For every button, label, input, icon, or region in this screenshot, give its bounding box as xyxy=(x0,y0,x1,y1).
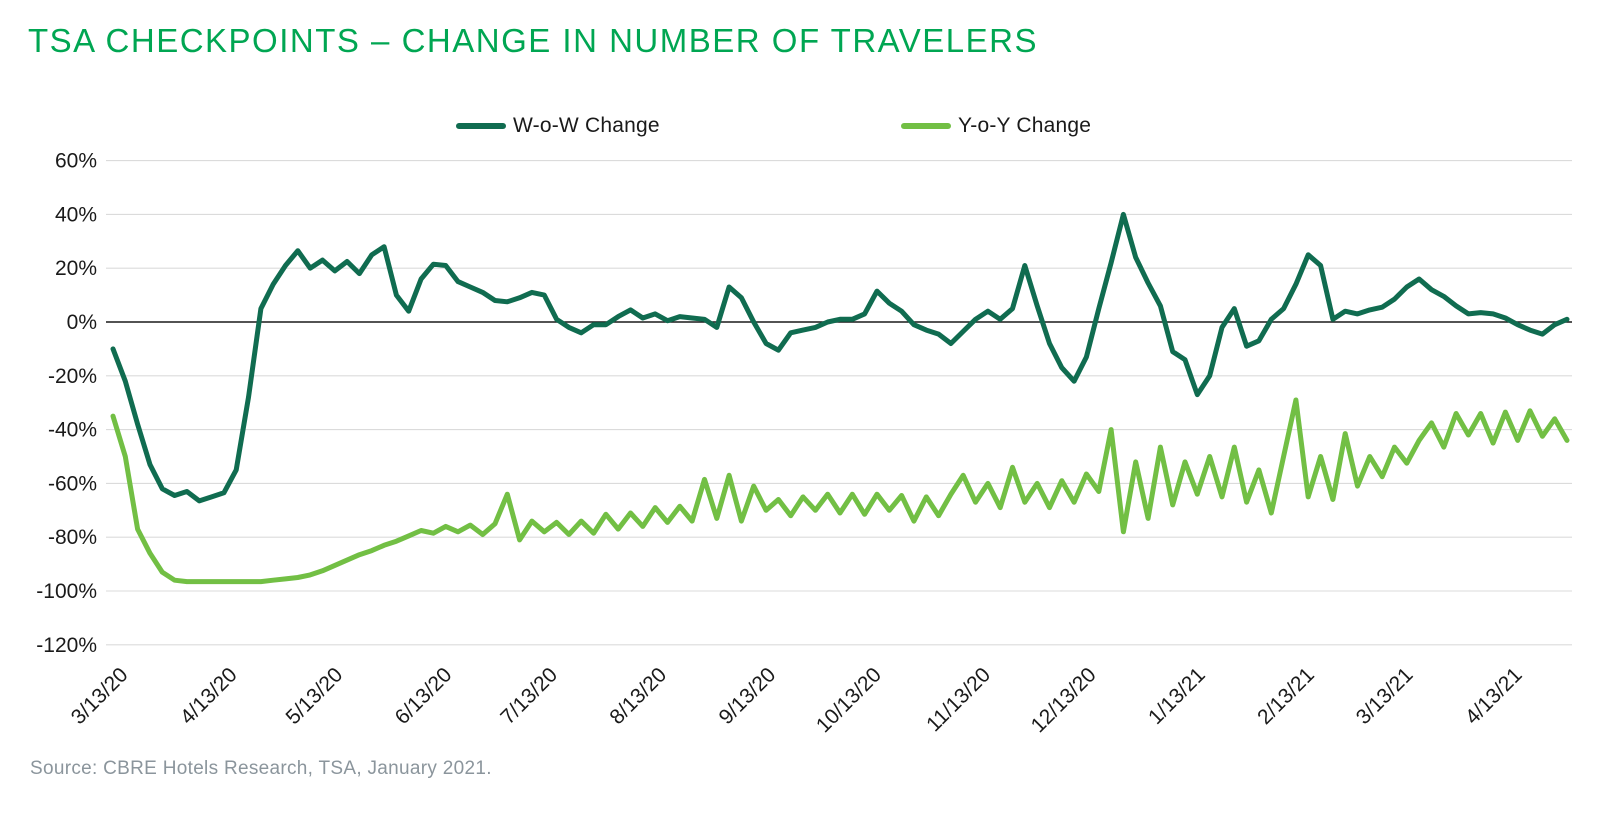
chart-title: TSA CHECKPOINTS – CHANGE IN NUMBER OF TR… xyxy=(28,22,1038,59)
y-tick-label: -60% xyxy=(48,472,97,495)
legend-item-wow: W-o-W Change xyxy=(456,113,660,139)
x-tick-label: 5/13/20 xyxy=(281,663,347,729)
y-tick-label: -100% xyxy=(36,580,97,603)
y-tick-label: -20% xyxy=(48,365,97,388)
x-tick-label: 9/13/20 xyxy=(715,663,781,729)
y-tick-label: 60% xyxy=(55,150,97,173)
x-tick-label: 7/13/20 xyxy=(496,663,562,729)
x-tick-label: 3/13/21 xyxy=(1352,663,1418,729)
y-tick-label: 20% xyxy=(55,257,97,280)
y-tick-label: 0% xyxy=(67,311,97,334)
wow-legend-swatch-icon xyxy=(456,123,506,129)
y-tick-label: -80% xyxy=(48,526,97,549)
y-tick-label: -40% xyxy=(48,419,97,442)
wow-legend-label: W-o-W Change xyxy=(513,114,660,137)
y-tick-label: -120% xyxy=(36,634,97,657)
x-tick-label: 11/13/20 xyxy=(922,663,995,736)
x-tick-label: 12/13/20 xyxy=(1027,663,1101,737)
x-tick-label: 4/13/20 xyxy=(176,663,242,729)
yoy-legend-label: Y-o-Y Change xyxy=(958,114,1092,137)
x-tick-label: 3/13/20 xyxy=(67,663,133,729)
yoy-change-line xyxy=(110,397,1570,585)
x-tick-label: 10/13/20 xyxy=(812,663,886,737)
source-note: Source: CBRE Hotels Research, TSA, Janua… xyxy=(30,758,492,779)
x-tick-label: 6/13/20 xyxy=(391,663,457,729)
x-tick-label: 4/13/21 xyxy=(1461,663,1527,729)
legend-item-yoy: Y-o-Y Change xyxy=(901,113,1091,139)
x-tick-label: 8/13/20 xyxy=(605,663,671,729)
y-tick-label: 40% xyxy=(55,203,97,226)
x-tick-label: 1/13/21 xyxy=(1144,663,1210,729)
yoy-legend-swatch-icon xyxy=(901,123,951,129)
wow-change-line xyxy=(110,211,1570,504)
x-tick-label: 2/13/21 xyxy=(1253,663,1319,729)
